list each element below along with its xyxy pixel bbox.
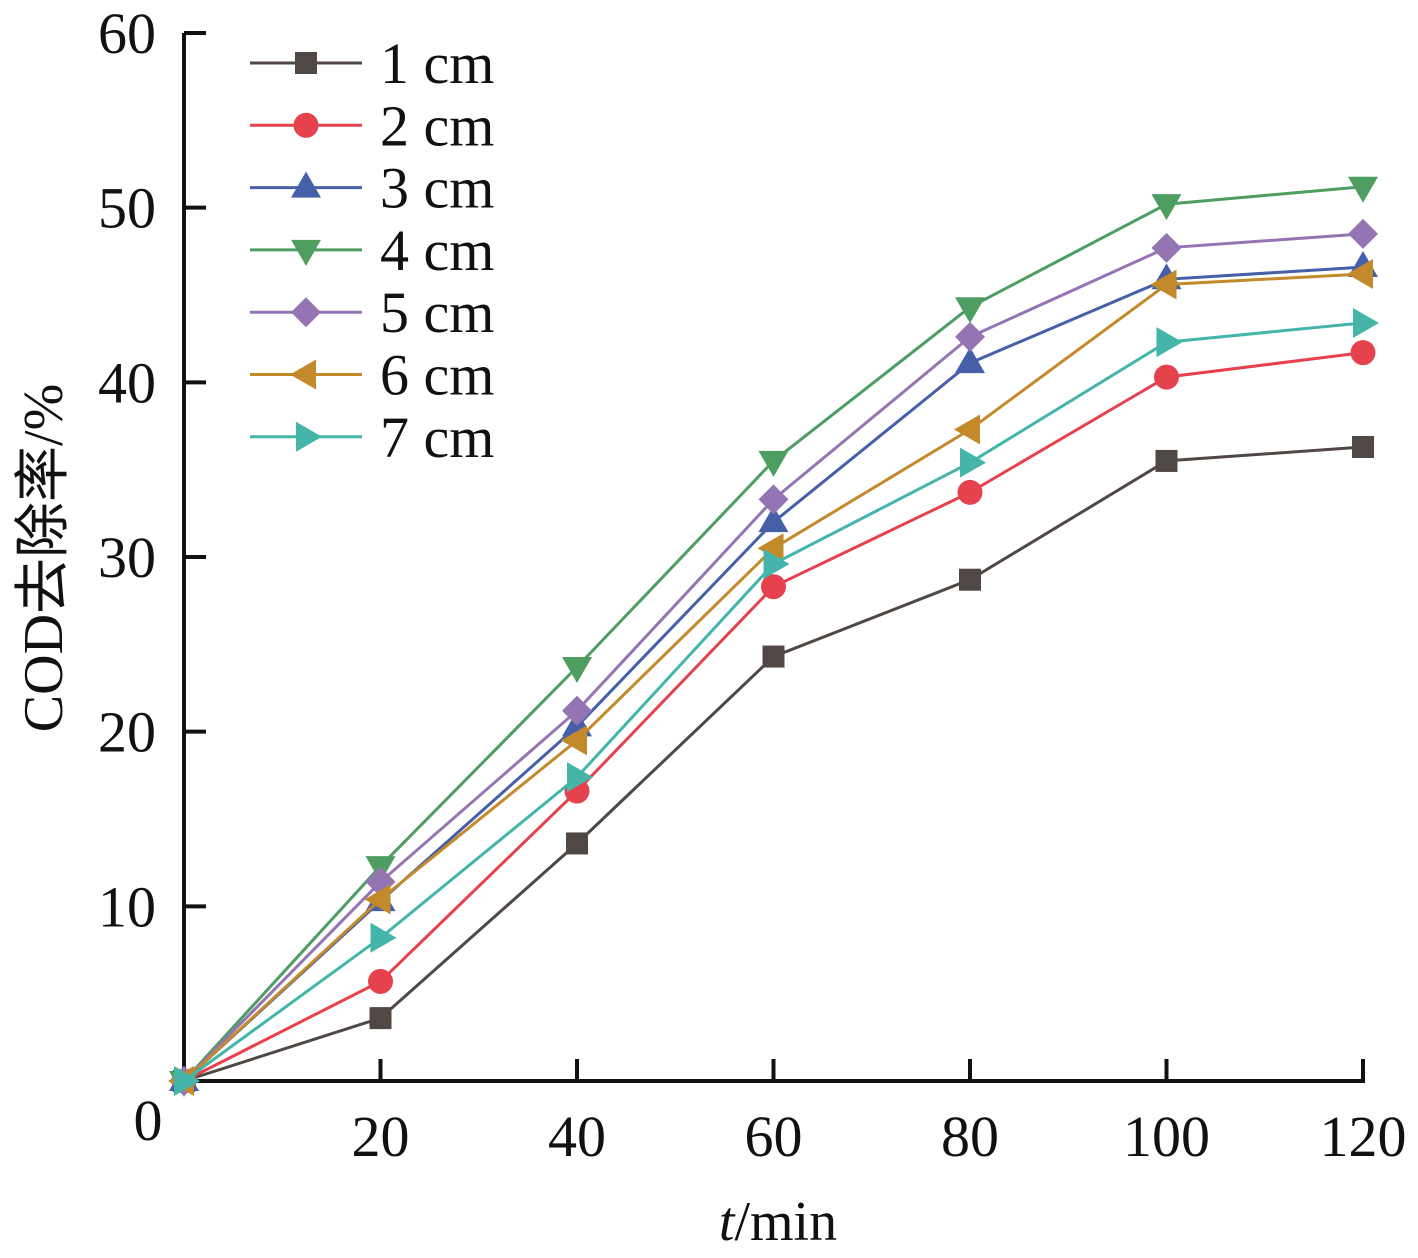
y-tick-label: 50: [98, 176, 156, 241]
data-point-diamond: [1348, 218, 1378, 249]
data-point-triangle-right: [960, 447, 986, 478]
legend: 1 cm2 cm3 cm4 cm5 cm6 cm7 cm: [250, 31, 494, 470]
data-point-square: [762, 645, 785, 668]
series-layer: [168, 176, 1379, 1097]
data-point-diamond: [562, 695, 592, 726]
data-point-triangle-left: [757, 533, 784, 564]
data-point-triangle-up: [955, 347, 985, 374]
legend-marker-circle: [293, 112, 319, 138]
x-tick-label: 60: [745, 1104, 803, 1169]
y-tick-label: 30: [98, 525, 156, 590]
y-tick-label: 60: [98, 1, 156, 66]
legend-item: 1 cm: [250, 31, 494, 96]
legend-marker-triangle-down: [291, 239, 321, 266]
data-point-triangle-left: [364, 884, 391, 915]
data-point-triangle-left: [954, 414, 980, 445]
y-tick-label: 40: [98, 350, 156, 415]
x-tick-label: 120: [1320, 1104, 1407, 1169]
data-point-diamond: [955, 321, 985, 352]
legend-item: 6 cm: [250, 343, 494, 408]
legend-item: 3 cm: [250, 156, 494, 221]
series-line: [182, 185, 1364, 1083]
legend-label: 1 cm: [380, 31, 494, 96]
data-point-triangle-right: [1353, 307, 1379, 338]
legend-label: 6 cm: [380, 343, 494, 408]
series-7: [174, 307, 1379, 1096]
data-point-triangle-right: [174, 1066, 200, 1096]
x-axis-title-var: t: [719, 1191, 736, 1253]
x-axis-title: t/min: [719, 1191, 837, 1253]
data-point-circle: [957, 479, 983, 505]
data-point-triangle-down: [955, 297, 985, 324]
legend-label: 3 cm: [380, 156, 494, 221]
x-tick-label: 80: [941, 1104, 999, 1169]
data-point-circle: [1350, 340, 1376, 366]
data-point-triangle-down: [562, 657, 592, 684]
series-6: [168, 259, 1373, 1096]
legend-item: 7 cm: [250, 405, 494, 470]
x-axis-title-unit: /min: [734, 1191, 837, 1253]
data-point-square: [1155, 449, 1178, 472]
legend-item: 2 cm: [250, 93, 494, 158]
data-point-triangle-up: [758, 506, 789, 533]
data-point-diamond: [1151, 232, 1182, 263]
data-point-square: [566, 832, 588, 855]
legend-item: 4 cm: [250, 218, 494, 283]
data-point-square: [1352, 435, 1374, 458]
data-point-circle: [761, 574, 786, 600]
axes: 10 20 30 40 50 60 20 40 60 80 100 120: [98, 1, 1407, 1169]
data-point-square: [369, 1007, 392, 1030]
data-point-triangle-left: [561, 725, 587, 756]
data-point-triangle-down: [758, 450, 789, 477]
x-tick-label: 40: [548, 1104, 606, 1169]
x-tick-label: 100: [1123, 1104, 1210, 1169]
x-tick-label: 20: [352, 1104, 410, 1169]
series-3: [169, 251, 1378, 1091]
data-point-triangle-right: [567, 762, 593, 793]
legend-marker-triangle-left: [290, 359, 316, 390]
data-point-triangle-right: [1156, 327, 1183, 358]
legend-marker-triangle-up: [291, 171, 321, 198]
series-line: [182, 265, 1364, 1083]
legend-label: 2 cm: [380, 93, 494, 158]
y-axis-title: COD去除率/%: [13, 384, 75, 732]
legend-item: 5 cm: [250, 280, 494, 345]
data-point-triangle-right: [763, 548, 790, 579]
legend-marker-triangle-right: [296, 421, 322, 452]
legend-label: 7 cm: [380, 405, 494, 470]
data-point-circle: [368, 968, 393, 994]
data-point-triangle-left: [1347, 259, 1373, 290]
data-point-triangle-down: [1151, 194, 1182, 221]
y-tick-label: 10: [98, 874, 156, 939]
series-1: [173, 435, 1374, 1092]
legend-marker-square: [295, 52, 317, 74]
legend-label: 4 cm: [380, 218, 494, 283]
legend-marker-diamond: [291, 297, 321, 328]
data-point-triangle-down: [1348, 176, 1378, 203]
data-point-triangle-right: [370, 922, 397, 953]
data-point-circle: [1154, 364, 1179, 390]
y-tick-label: 20: [98, 700, 156, 765]
origin-label: 0: [134, 1088, 163, 1153]
data-point-triangle-left: [1150, 269, 1177, 300]
data-point-square: [959, 568, 981, 591]
series-line: [182, 272, 1364, 1083]
legend-label: 5 cm: [380, 280, 494, 345]
data-point-diamond: [758, 484, 789, 515]
